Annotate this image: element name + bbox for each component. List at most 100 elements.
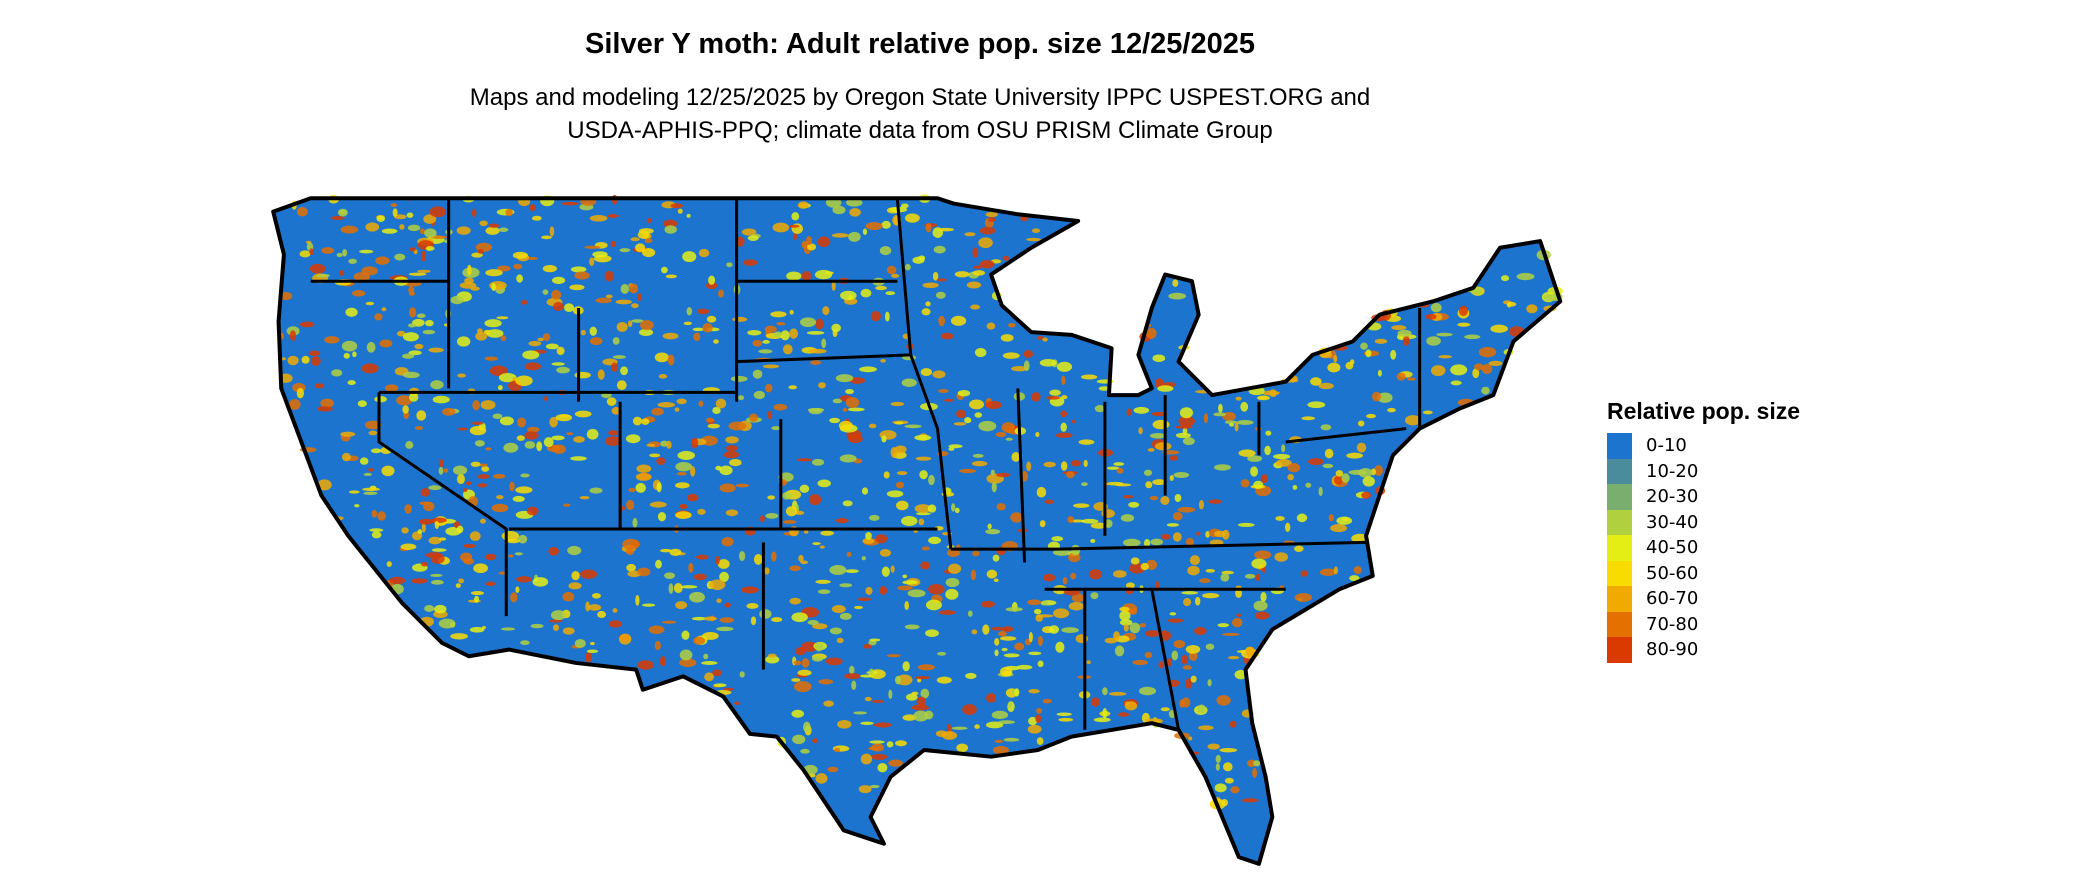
population-cell [551,435,565,441]
population-cell [608,430,619,436]
population-cell [914,434,932,441]
population-cell [946,548,961,557]
population-cell [1001,626,1014,632]
population-cell [1185,678,1193,689]
legend-item: 20-30 [1607,484,1800,510]
population-cell [936,278,947,282]
population-cell [1152,479,1167,486]
population-cell [450,633,468,640]
population-cell [480,400,496,410]
population-cell [888,689,893,699]
population-cell [649,501,667,508]
population-cell [552,624,560,631]
population-cell [1216,695,1231,706]
population-cell [610,240,616,248]
population-cell [1037,635,1043,647]
population-cell [741,586,759,594]
population-cell [659,656,667,667]
population-cell [1195,596,1201,606]
population-cell [1472,368,1480,379]
population-cell [789,328,799,339]
population-cell [379,339,393,348]
population-cell [1292,484,1298,490]
population-cell [1068,602,1085,611]
population-cell [542,333,551,341]
population-cell [1218,403,1223,413]
population-cell [375,256,390,265]
population-cell [771,551,777,562]
population-cell [1166,523,1179,527]
population-cell [849,665,855,675]
population-cell [676,398,687,405]
population-cell [610,362,619,372]
population-cell [622,538,640,550]
population-cell [656,457,666,466]
population-cell [991,482,997,493]
population-cell [874,722,892,728]
population-cell [832,398,843,404]
population-cell [416,313,426,319]
population-cell [1003,653,1020,658]
population-cell [861,556,866,561]
population-cell [675,461,693,472]
population-cell [428,485,442,491]
population-cell [1161,533,1171,540]
population-cell [845,397,860,408]
population-cell [589,215,608,222]
population-cell [1043,461,1056,468]
population-cell [815,579,831,584]
population-cell [626,563,636,572]
population-cell [543,396,549,402]
population-cell [785,506,798,517]
population-cell [503,442,519,453]
population-cell [922,282,939,289]
population-cell [353,272,370,282]
population-cell [406,212,414,218]
population-cell [881,435,887,443]
population-cell [497,385,503,391]
population-cell [1341,473,1350,483]
population-cell [677,450,696,460]
population-cell [797,669,812,676]
population-cell [832,205,846,215]
population-cell [664,225,677,234]
population-cell [443,468,449,473]
population-cell [895,481,905,489]
population-cell [1028,688,1040,694]
population-cell [589,326,597,336]
population-cell [1230,786,1240,794]
population-cell [839,583,853,588]
population-cell [1048,625,1060,634]
population-cell [499,416,514,426]
population-cell [679,503,688,509]
population-cell [782,344,793,355]
population-cell [860,753,873,765]
population-cell [472,400,480,411]
population-cell [628,487,636,493]
population-cell [1324,448,1334,459]
population-cell [1058,717,1074,722]
population-cell [917,664,936,671]
population-cell [1046,395,1060,400]
population-cell [1322,463,1334,469]
population-cell [972,265,982,269]
population-cell [1516,272,1535,281]
population-cell [551,289,562,300]
population-cell [1377,369,1382,377]
population-cell [479,463,488,467]
population-cell [317,479,332,491]
population-cell [1119,619,1133,626]
population-cell [907,589,926,598]
population-cell [287,355,299,366]
population-cell [938,389,949,394]
population-cell [693,573,707,581]
population-cell [994,649,999,657]
population-cell [541,235,552,240]
population-cell [551,362,565,366]
population-cell [428,536,442,545]
population-cell [320,398,334,408]
population-cell [780,330,790,341]
population-cell [998,720,1016,725]
population-cell [1160,496,1170,505]
population-cell [414,426,424,430]
